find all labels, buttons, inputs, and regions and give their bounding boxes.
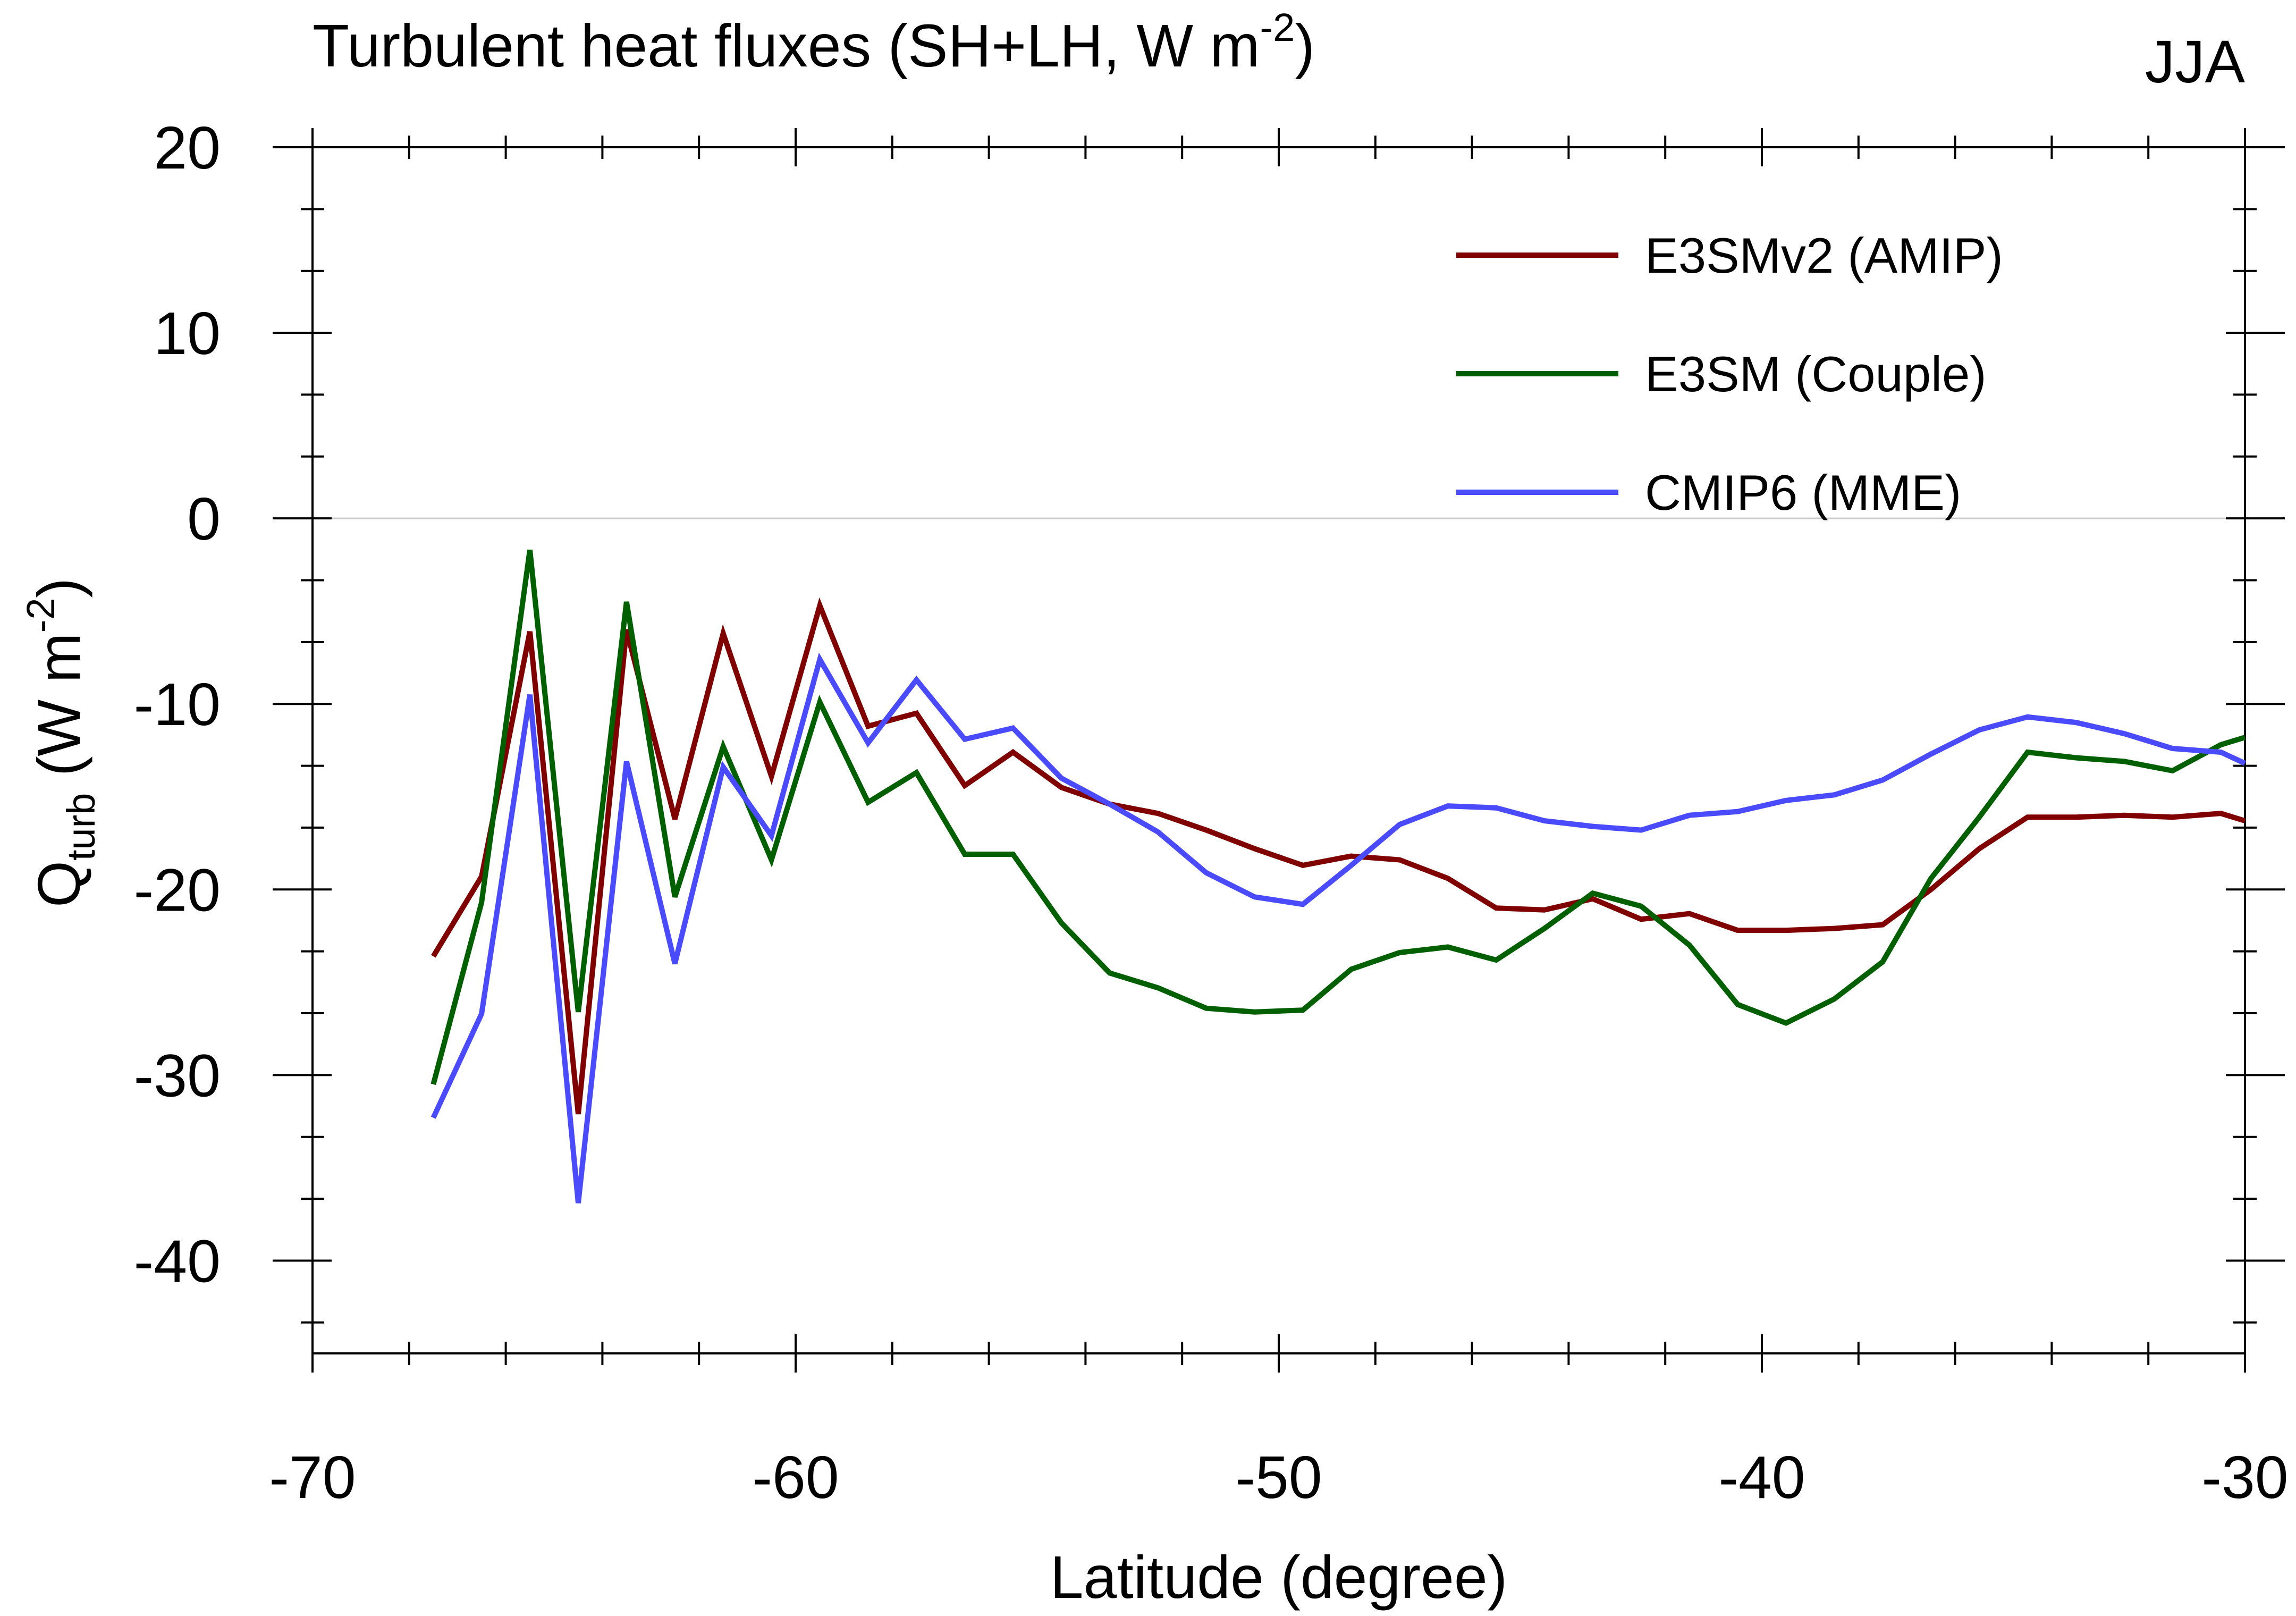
y-tick-label: -30: [134, 1042, 221, 1109]
legend-label: CMIP6 (MME): [1645, 465, 1961, 520]
y-axis-title: Qturb (W m-2): [19, 578, 103, 907]
y-axis-title-sub: turb: [59, 793, 103, 861]
series-line-cmip6-mme: [430, 652, 2247, 1203]
plot-frame: [311, 146, 2246, 1354]
chart-title-end: ): [1295, 12, 1315, 79]
y-tick-label: -40: [134, 1227, 221, 1294]
x-axis-title: Latitude (degree): [1050, 1544, 1508, 1611]
y-tick-label: 20: [154, 114, 221, 181]
y-tick-label: 10: [154, 300, 221, 367]
chart-title-sup: -2: [1260, 5, 1295, 49]
y-tick-label: 0: [187, 485, 221, 552]
y-axis-title-sup: -2: [19, 598, 63, 633]
chart-title-main: Turbulent heat fluxes (SH+LH, W m: [313, 12, 1260, 79]
y-tick-label: -20: [134, 856, 221, 923]
legend-label: E3SMv2 (AMIP): [1645, 228, 2003, 283]
x-tick-label: -40: [1718, 1444, 1805, 1511]
series-line-e3smv2-amip: [431, 597, 2246, 1115]
y-axis-title-unit: (W m: [26, 633, 92, 793]
x-tick-label: -70: [269, 1444, 356, 1511]
x-tick-label: -50: [1235, 1444, 1322, 1511]
series-line-e3sm-couple: [430, 549, 2246, 1085]
x-tick-label: -30: [2201, 1444, 2288, 1511]
legend-label: E3SM (Couple): [1645, 346, 1987, 402]
y-axis-title-q: Q: [26, 861, 92, 907]
x-tick-label: -60: [752, 1444, 839, 1511]
chart-title: Turbulent heat fluxes (SH+LH, W m-2): [313, 5, 1315, 79]
y-axis-title-end: ): [26, 578, 92, 598]
y-tick-label: -10: [134, 671, 221, 738]
season-label: JJA: [2145, 28, 2246, 95]
